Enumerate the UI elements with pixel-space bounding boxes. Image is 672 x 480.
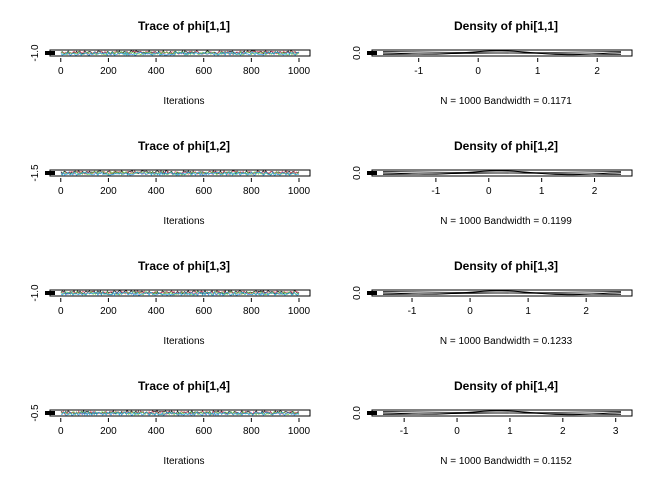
density-phi-1-2-xlabel: N = 1000 Bandwidth = 0.1199 — [440, 216, 572, 227]
density-phi-1-1-plot: -1 0 1 2 0.0 — [352, 46, 633, 77]
trace-phi-1-3-title: Trace of phi[1,3] — [138, 259, 230, 273]
density-phi-1-3-xlabel: N = 1000 Bandwidth = 0.1233 — [440, 336, 573, 347]
density-panel7-xtick-label-2: 1 — [507, 426, 513, 437]
trace-panel0-xtick-label-3: 600 — [195, 66, 212, 77]
panel-trace-phi-1-2: Trace of phi[1,2] 0 200 400 600 800 1000-1.5 … — [30, 139, 311, 227]
trace-phi-1-2-plot: 0 200 400 600 800 1000 -1.5 — [30, 164, 311, 197]
trace-panel4-chain-4-line — [60, 291, 300, 297]
trace-panel4-xtick-label-3: 600 — [195, 306, 212, 317]
trace-panel0-xtick-label-5: 1000 — [288, 66, 311, 77]
density-panel3-density-segment-b — [382, 171, 622, 175]
trace-phi-1-3-plot: 0 200 400 600 800 1000 -1.0 — [30, 284, 311, 317]
density-panel7-xtick-label-0: -1 — [400, 426, 409, 437]
trace-panel2-xtick-label-3: 600 — [195, 186, 212, 197]
density-panel7-xtick-label-3: 2 — [560, 426, 566, 437]
panel-trace-phi-1-4: Trace of phi[1,4] 0 200 400 600 800 1000-0.5 … — [30, 379, 311, 467]
density-panel1-xtick-label-3: 2 — [594, 66, 600, 77]
trace-phi-1-1-plot: 0 200 400 600 800 1000 -1.0 — [30, 44, 311, 77]
density-panel3-xtick-label-1: 0 — [486, 186, 492, 197]
density-panel7-xtick-label-1: 0 — [454, 426, 460, 437]
density-panel3-xtick-label-0: -1 — [431, 186, 440, 197]
trace-panel6-chain-4-line — [60, 411, 300, 417]
trace-panel4-xtick-label-0: 0 — [58, 306, 64, 317]
density-panel1-xtick-label-1: 0 — [475, 66, 481, 77]
density-panel3-xtick-label-3: 2 — [592, 186, 598, 197]
trace-panel2-chain-4-line — [60, 171, 300, 177]
density-panel7-xtick-label-4: 3 — [613, 426, 619, 437]
density-phi-1-1-title: Density of phi[1,1] — [454, 19, 558, 33]
trace-panel6-ytick-label-0: -0.5 — [30, 404, 41, 422]
trace-panel6-chain-3-line — [60, 410, 300, 416]
density-phi-1-2-plot: -1 0 1 2 0.0 — [352, 166, 633, 197]
density-phi-1-4-xlabel: N = 1000 Bandwidth = 0.1152 — [440, 456, 572, 467]
trace-panel4-xtick-label-2: 400 — [148, 306, 165, 317]
density-panel7-ytick-label-0: 0.0 — [352, 406, 363, 420]
trace-panel2-xtick-label-0: 0 — [58, 186, 64, 197]
trace-phi-1-1-xlabel: Iterations — [163, 96, 204, 107]
trace-phi-1-1-title: Trace of phi[1,1] — [138, 19, 230, 33]
density-panel3-xtick-label-2: 1 — [539, 186, 545, 197]
panel-trace-phi-1-3: Trace of phi[1,3] 0 200 400 600 800 1000-1.0 … — [30, 259, 311, 347]
trace-phi-1-3-xlabel: Iterations — [163, 336, 204, 347]
density-phi-1-3-title: Density of phi[1,3] — [454, 259, 558, 273]
trace-panel0-xtick-label-2: 400 — [148, 66, 165, 77]
density-panel5-xtick-label-0: -1 — [408, 306, 417, 317]
trace-panel0-xtick-label-4: 800 — [243, 66, 260, 77]
trace-panel6-xtick-label-2: 400 — [148, 426, 165, 437]
density-panel5-density-segment-b — [382, 291, 622, 295]
density-panel7-density-segment-b — [382, 411, 622, 415]
density-panel5-ytick-label-0: 0.0 — [352, 286, 363, 300]
trace-panel2-xtick-label-4: 800 — [243, 186, 260, 197]
trace-panel2-xtick-label-2: 400 — [148, 186, 165, 197]
density-panel5-xtick-label-3: 2 — [583, 306, 589, 317]
trace-panel6-xtick-label-5: 1000 — [288, 426, 311, 437]
density-phi-1-4-plot: -1 0 1 2 3 0.0 — [352, 406, 633, 437]
trace-panel0-chain-4-line — [60, 51, 300, 57]
density-phi-1-1-xlabel: N = 1000 Bandwidth = 0.1171 — [440, 96, 572, 107]
trace-phi-1-2-xlabel: Iterations — [163, 216, 204, 227]
trace-panel2-ytick-label-0: -1.5 — [30, 164, 41, 182]
trace-panel4-xtick-label-5: 1000 — [288, 306, 311, 317]
trace-panel2-xtick-label-1: 200 — [100, 186, 117, 197]
panel-density-phi-1-4: Density of phi[1,4] -1 0 1 2 3 0.0 N = 1000 B… — [352, 379, 633, 467]
density-panel1-density-segment-b — [382, 51, 622, 55]
trace-panel0-ytick-label-0: -1.0 — [30, 44, 41, 62]
trace-panel0-xtick-label-0: 0 — [58, 66, 64, 77]
trace-panel6-xtick-label-1: 200 — [100, 426, 117, 437]
trace-panel6-xtick-label-0: 0 — [58, 426, 64, 437]
trace-phi-1-4-title: Trace of phi[1,4] — [138, 379, 230, 393]
panel-density-phi-1-1: Density of phi[1,1] -1 0 1 2 0.0 N = 1000 Ba… — [352, 19, 633, 107]
trace-panel4-xtick-label-4: 800 — [243, 306, 260, 317]
density-panel5-xtick-label-1: 0 — [467, 306, 473, 317]
density-phi-1-4-title: Density of phi[1,4] — [454, 379, 558, 393]
density-phi-1-3-plot: -1 0 1 2 0.0 — [352, 286, 633, 317]
trace-panel0-xtick-label-1: 200 — [100, 66, 117, 77]
trace-panel6-xtick-label-4: 800 — [243, 426, 260, 437]
density-panel1-ytick-label-0: 0.0 — [352, 46, 363, 60]
trace-panel4-xtick-label-1: 200 — [100, 306, 117, 317]
density-panel1-xtick-label-2: 1 — [535, 66, 541, 77]
trace-phi-1-4-plot: 0 200 400 600 800 1000 -0.5 — [30, 404, 311, 437]
trace-panel4-ytick-label-0: -1.0 — [30, 284, 41, 302]
trace-phi-1-2-title: Trace of phi[1,2] — [138, 139, 230, 153]
trace-panel2-xtick-label-5: 1000 — [288, 186, 311, 197]
trace-phi-1-4-xlabel: Iterations — [163, 456, 204, 467]
panel-density-phi-1-2: Density of phi[1,2] -1 0 1 2 0.0 N = 1000 Ba… — [352, 139, 633, 227]
density-phi-1-2-title: Density of phi[1,2] — [454, 139, 558, 153]
trace-panel6-xtick-label-3: 600 — [195, 426, 212, 437]
panel-trace-phi-1-1: Trace of phi[1,1] 0 200 400 600 800 1000-1.0 … — [30, 19, 311, 107]
panel-density-phi-1-3: Density of phi[1,3] -1 0 1 2 0.0 N = 1000 Ba… — [352, 259, 633, 347]
density-panel3-ytick-label-0: 0.0 — [352, 166, 363, 180]
density-panel5-xtick-label-2: 1 — [525, 306, 531, 317]
density-panel1-xtick-label-0: -1 — [414, 66, 423, 77]
